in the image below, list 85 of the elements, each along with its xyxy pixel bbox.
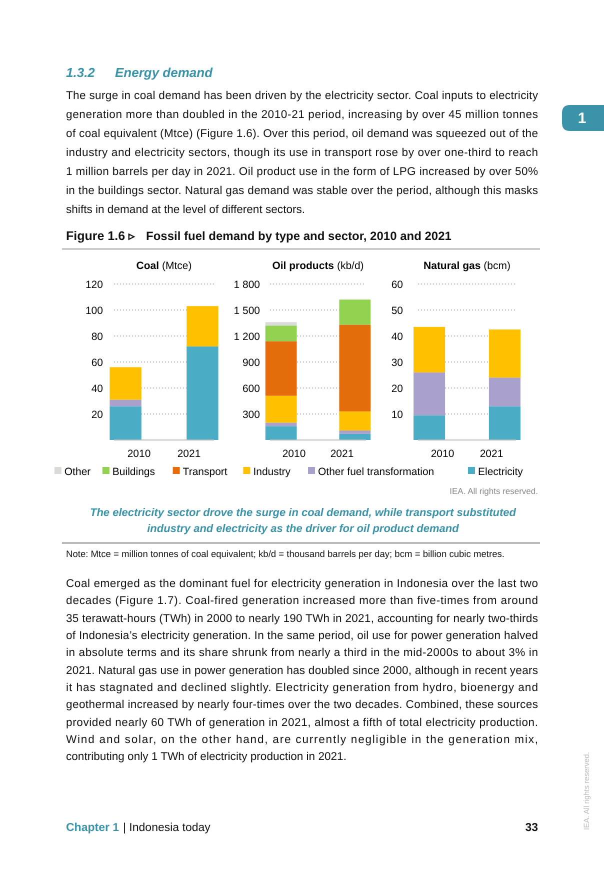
y-tick-label: 1 200 [234,331,260,343]
bar [339,434,371,440]
text: 1 [578,110,586,127]
y-tick-label: 300 [242,409,260,421]
chart-title: Oil products (kb/d) [272,260,364,272]
legend-label: Transport [182,466,228,478]
y-tick-label: 10 [391,409,404,421]
text: industry and electricity as the driver for oil product demand [147,523,460,535]
y-tick-label: 600 [242,383,260,395]
legend-label: Electricity [478,466,524,478]
bar [110,367,142,400]
x-tick-label: 2021 [177,448,201,460]
bar [339,324,371,412]
text: The surge in coal demand has been driven by the electricity sector. Coal inputs to electricity [66,90,538,102]
y-tick-label: 1 500 [234,305,260,317]
text: Energy demand [115,65,214,80]
bar [339,430,371,434]
bar [265,322,297,326]
bar [488,406,520,440]
y-tick-label: 80 [91,331,104,343]
text: in absolute terms and its share shrunk from nearly a third in the mid-2000s to about 3% in [66,647,538,659]
y-tick-label: 100 [85,305,104,317]
bar [339,411,371,430]
x-tick-label: 2010 [430,448,454,460]
legend-label: Other [64,466,92,478]
text: Wind and solar, on the other hand, are currently negligible in the generation mix, [66,734,538,746]
text: IEA. All rights reserved. [450,486,538,496]
y-tick-label: 30 [391,357,404,369]
text: contributing only 1 TWh of electricity production in 2021. [66,751,346,763]
bar [488,330,520,378]
text: 35 terawatt-hours (TWh) in 2000 to nearly 190 TWh in 2021, accounting for nearly two-thirds [66,613,538,625]
y-tick-label: 60 [91,357,104,369]
bar [265,396,297,423]
y-tick-label: 20 [91,409,104,421]
bar [339,300,371,325]
text: Note: Mtce = million tonnes of coal equivalent; kb/d = thousand barrels per day; bcm = billion cubic metres. [66,549,504,559]
text: it has stagnated and declined slightly. Electricity generation from hydro, bioenergy and [66,682,538,694]
chart-title: Natural gas (bcm) [424,260,510,272]
text: The electricity sector drove the surge in coal demand, while transport substituted [90,507,516,519]
text: generation more than doubled in the 2010-21 period, increasing by over 45 million tonnes [66,109,538,121]
y-tick-label: 20 [391,383,404,395]
bar [186,346,218,440]
legend-label: Industry [253,466,292,478]
bar [414,415,446,440]
bar [414,372,446,416]
x-tick-label: 2010 [127,448,151,460]
text: provided nearly 60 TWh of generation in 2021, almost a fifth of total electricity production. [66,717,538,729]
text: Fossil fuel demand by type and sector, 2010 and 2021 [146,229,452,243]
y-tick-label: 1 800 [234,279,260,291]
bar [186,306,218,346]
bar [265,326,297,342]
legend-label: Other fuel transformation [318,466,434,478]
text: Chapter 1 [66,822,120,834]
text: 1.3.2 [66,65,96,80]
text: industry and electricity sectors, though its use in transport rose by over one-third to reach [66,147,538,159]
text: 2021. Natural gas use in power generation has doubled since 2000, although in recent years [66,665,538,677]
bar [110,406,142,440]
bar [265,426,297,440]
x-tick-label: 2021 [330,448,354,460]
bar [265,422,297,426]
text: of Indonesia’s electricity generation. In the same period, oil use for power generation halved [66,630,538,642]
text: 1 million barrels per day in 2021. Oil product use in the form of LPG increased by over 50% [66,166,538,178]
caption: Figure 1.6 ▹ [66,229,137,243]
text: Coal emerged as the dominant fuel for electricity generation in Indonesia over the last two [66,578,538,590]
text: of coal equivalent (Mtce) (Figure 1.6). Over this period, oil demand was squeezed out of the [66,128,538,140]
text: in the buildings sector. Natural gas demand was stable over the period, although this masks [66,185,538,197]
bar [414,326,446,372]
bar [265,341,297,396]
y-tick-label: 60 [391,279,404,291]
x-tick-label: 2021 [480,448,504,460]
bar [488,378,520,406]
text: geothermal increased by nearly four-times over the two decades. Combined, these sources [66,699,538,711]
y-tick-label: 900 [242,357,260,369]
y-tick-label: 40 [391,331,404,343]
y-tick-label: 50 [391,305,404,317]
y-tick-label: 40 [91,383,104,395]
text: | Indonesia today [123,822,211,834]
y-tick-label: 120 [85,279,104,291]
text: decades (Figure 1.7). Coal-fired generation increased more than five-times from around [66,595,538,607]
legend-label: Buildings [112,466,156,478]
text: shifts in demand at the level of different sectors. [66,204,306,216]
chart-title: Coal (Mtce) [136,260,192,272]
bar [110,400,142,406]
x-tick-label: 2010 [282,448,306,460]
text: 33 [525,822,538,834]
